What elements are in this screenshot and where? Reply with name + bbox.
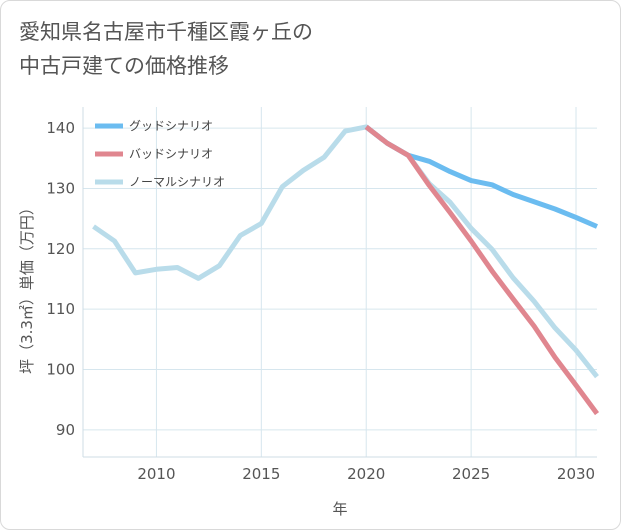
x-tick-label: 2010 [137,465,175,483]
y-axis-label: 坪（3.3㎡）単価（万円） [18,200,36,374]
legend-label-1: グッドシナリオ [129,119,213,133]
y-tick-label: 90 [56,421,75,439]
x-tick-label: 2020 [347,465,385,483]
legend-label-2: バッドシナリオ [129,147,213,161]
x-tick-label: 2025 [452,465,490,483]
series-line-1 [364,124,598,229]
chart-title: 愛知県名古屋市千種区霞ヶ丘の 中古戸建ての価格推移 [19,15,579,83]
x-tick-label: 2030 [557,465,595,483]
y-tick-label: 110 [46,300,75,318]
y-tick-label: 140 [46,119,75,137]
y-tick-label: 120 [46,240,75,258]
grid-lines [83,107,597,457]
x-axis-label: 年 [332,500,347,518]
y-tick-label: 100 [46,361,75,379]
axes: 90 100 110 120 130 140 2010 2015 2020 2025 2030 [46,107,597,483]
series-line-3 [92,124,599,379]
chart-title-line-1: 愛知県名古屋市千種区霞ヶ丘の [19,20,313,44]
x-tick-label: 2015 [242,465,280,483]
y-tick-label: 130 [46,179,75,197]
series-lines [92,124,600,416]
series-line-2 [364,124,600,416]
legend-label-3: ノーマルシナリオ [129,175,225,189]
chart-title-line-2: 中古戸建ての価格推移 [19,54,229,78]
